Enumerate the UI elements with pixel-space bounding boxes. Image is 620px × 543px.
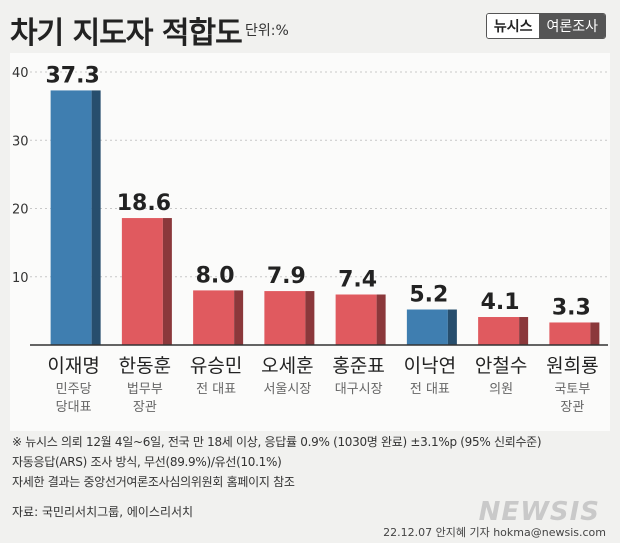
bar	[478, 317, 520, 345]
note-line: ※ 뉴시스 의뢰 12월 4일~6일, 전국 만 18세 이상, 응답률 0.9…	[12, 435, 542, 449]
category-subtitle: 장관	[560, 400, 584, 415]
category-label: 한동훈	[119, 355, 171, 377]
category-label: 오세훈	[261, 355, 313, 377]
category-label: 이재명	[47, 355, 99, 377]
category-label: 안철수	[475, 355, 527, 377]
bar-side	[519, 317, 529, 345]
survey-notes: ※ 뉴시스 의뢰 12월 4일~6일, 전국 만 18세 이상, 응답률 0.9…	[12, 432, 542, 492]
unit-label: 단위:%	[245, 23, 289, 39]
bar	[406, 309, 448, 345]
bar-side	[590, 322, 600, 345]
category-label: 유승민	[190, 355, 242, 377]
category-subtitle: 대구시장	[335, 382, 383, 397]
bar-side	[91, 90, 101, 346]
bar	[193, 290, 235, 345]
category-subtitle: 국토부	[554, 382, 590, 397]
value-label: 37.3	[45, 63, 99, 88]
bar-side	[447, 309, 457, 345]
value-label: 3.3	[552, 295, 591, 320]
credit-text: 22.12.07 안지혜 기자 hokma@newsis.com	[383, 526, 606, 539]
newsis-logo: 뉴시스 여론조사	[485, 13, 606, 39]
y-tick-label: 10	[12, 271, 29, 286]
bar-side	[162, 218, 172, 345]
source-text: 자료: 국민리서치그룹, 에이스리서치	[12, 505, 194, 519]
category-subtitle: 법무부	[127, 382, 163, 397]
value-label: 18.6	[117, 191, 171, 216]
value-label: 7.4	[338, 267, 377, 292]
bar	[50, 90, 92, 346]
category-label: 홍준표	[332, 355, 384, 377]
value-label: 4.1	[481, 290, 520, 315]
newsis-watermark: NEWSIS	[478, 497, 600, 527]
category-label: 이낙연	[404, 355, 456, 377]
bar	[121, 218, 163, 345]
bar-side	[305, 291, 315, 345]
bar	[549, 322, 591, 345]
category-subtitle: 전 대표	[196, 382, 236, 397]
bar	[335, 294, 377, 345]
category-subtitle: 전 대표	[410, 382, 450, 397]
logo-newsis-text: 뉴시스	[486, 14, 540, 38]
category-subtitle: 당대표	[56, 400, 92, 415]
category-label: 원희룡	[546, 355, 598, 377]
note-line: 자동응답(ARS) 조사 방식, 무선(89.9%)/유선(10.1%)	[12, 455, 282, 469]
y-tick-label: 30	[12, 134, 29, 149]
value-label: 8.0	[196, 263, 235, 288]
value-label: 7.9	[267, 264, 306, 289]
chart-panel	[10, 53, 610, 431]
y-tick-label: 40	[12, 66, 29, 81]
y-tick-label: 20	[12, 203, 29, 218]
category-subtitle: 민주당	[56, 382, 92, 397]
logo-poll-text: 여론조사	[539, 14, 605, 38]
note-line: 자세한 결과는 중앙선거여론조사심의위원회 홈페이지 참조	[12, 475, 295, 489]
category-subtitle: 서울시장	[263, 382, 311, 397]
category-subtitle: 장관	[133, 400, 157, 415]
bar-side	[234, 290, 244, 345]
bar	[264, 291, 306, 345]
value-label: 5.2	[409, 283, 448, 308]
category-subtitle: 의원	[489, 382, 513, 397]
bar-side	[376, 294, 386, 345]
page-title: 차기 지도자 적합도	[10, 16, 243, 51]
